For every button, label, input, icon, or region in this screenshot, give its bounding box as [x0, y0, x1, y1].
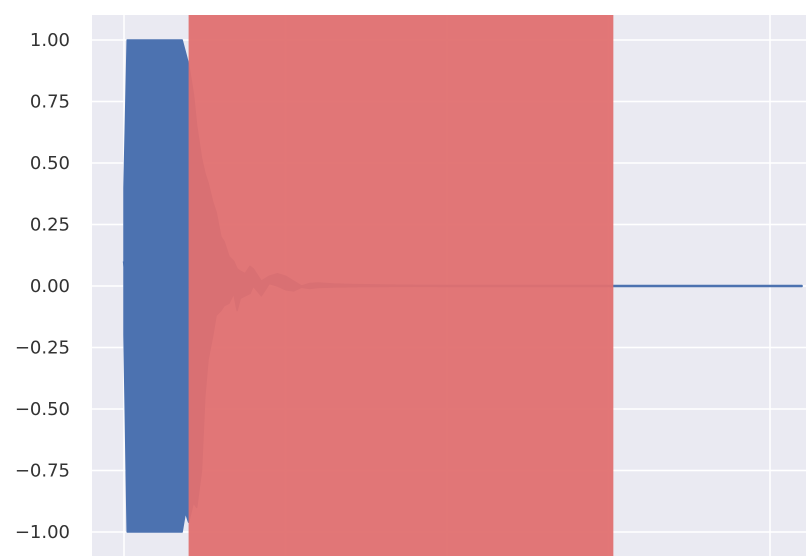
y-tick-label: 0.50 [30, 153, 70, 174]
shaded-span [188, 15, 614, 556]
highlight-region [188, 15, 614, 556]
y-tick-label: 1.00 [30, 30, 70, 51]
y-tick-label: −0.50 [15, 399, 70, 420]
y-tick-labels: 1.00 0.75 0.50 0.25 0.00 −0.25 −0.50 −0.75 −1.00 [15, 30, 70, 543]
y-tick-label: −0.25 [15, 338, 70, 359]
y-tick-label: 0.00 [30, 276, 70, 297]
y-tick-label: −1.00 [15, 522, 70, 543]
y-tick-label: 0.25 [30, 215, 70, 236]
y-tick-label: 0.75 [30, 92, 70, 113]
y-tick-label: −0.75 [15, 461, 70, 482]
